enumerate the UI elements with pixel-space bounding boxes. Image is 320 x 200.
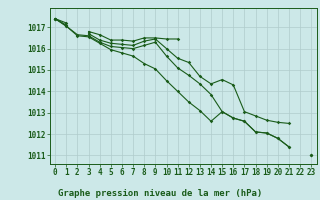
Text: Graphe pression niveau de la mer (hPa): Graphe pression niveau de la mer (hPa) (58, 189, 262, 198)
